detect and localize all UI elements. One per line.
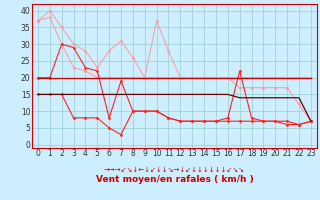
X-axis label: Vent moyen/en rafales ( km/h ): Vent moyen/en rafales ( km/h ) — [96, 175, 253, 184]
Text: →→→↙↘↓←↓↙↓↓↘→↓↙↓↓↓↓↓↓↙↘↘: →→→↙↘↓←↓↙↓↓↘→↓↙↓↓↓↓↓↓↙↘↘ — [104, 167, 245, 173]
